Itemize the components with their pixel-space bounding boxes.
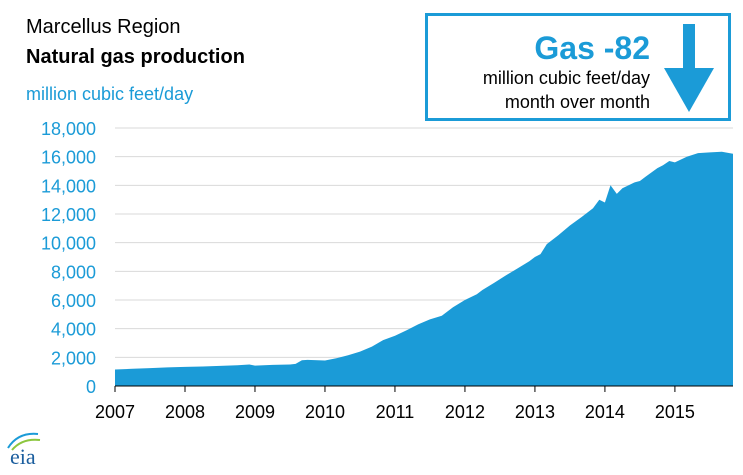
x-tick-label: 2013	[515, 402, 555, 422]
callout-period-text: month over month	[504, 92, 650, 112]
y-tick-label: 2,000	[51, 348, 96, 368]
x-tick-label: 2011	[376, 402, 415, 422]
region-label: Marcellus Region	[26, 16, 181, 38]
eia-logo-icon: eia	[7, 432, 41, 468]
y-tick-label: 16,000	[41, 148, 96, 168]
y-tick-label: 8,000	[51, 262, 96, 282]
chart-title: Natural gas production	[26, 46, 245, 68]
x-tick-label: 2010	[305, 402, 345, 422]
x-tick-label: 2009	[235, 402, 275, 422]
change-callout-box: Gas -82 million cubic feet/day month ove…	[425, 13, 731, 121]
y-axis-unit-label: million cubic feet/day	[26, 84, 194, 104]
x-tick-label: 2008	[165, 402, 205, 422]
y-tick-label: 18,000	[41, 119, 96, 139]
callout-unit-text: million cubic feet/day	[482, 68, 650, 88]
callout-value: Gas -82	[534, 30, 650, 66]
x-tick-label: 2007	[95, 402, 135, 422]
y-tick-label: 14,000	[41, 176, 96, 196]
y-tick-label: 10,000	[41, 234, 96, 254]
x-tick-label: 2014	[585, 402, 625, 422]
y-tick-label: 6,000	[51, 291, 96, 311]
y-tick-label: 0	[86, 377, 96, 397]
y-tick-label: 12,000	[41, 205, 96, 225]
y-tick-label: 4,000	[51, 320, 96, 340]
x-tick-label: 2012	[445, 402, 485, 422]
down-arrow-icon	[664, 24, 714, 112]
production-area-series	[115, 151, 733, 386]
x-tick-label: 2015	[655, 402, 695, 422]
eia-logo-text: eia	[10, 444, 36, 468]
